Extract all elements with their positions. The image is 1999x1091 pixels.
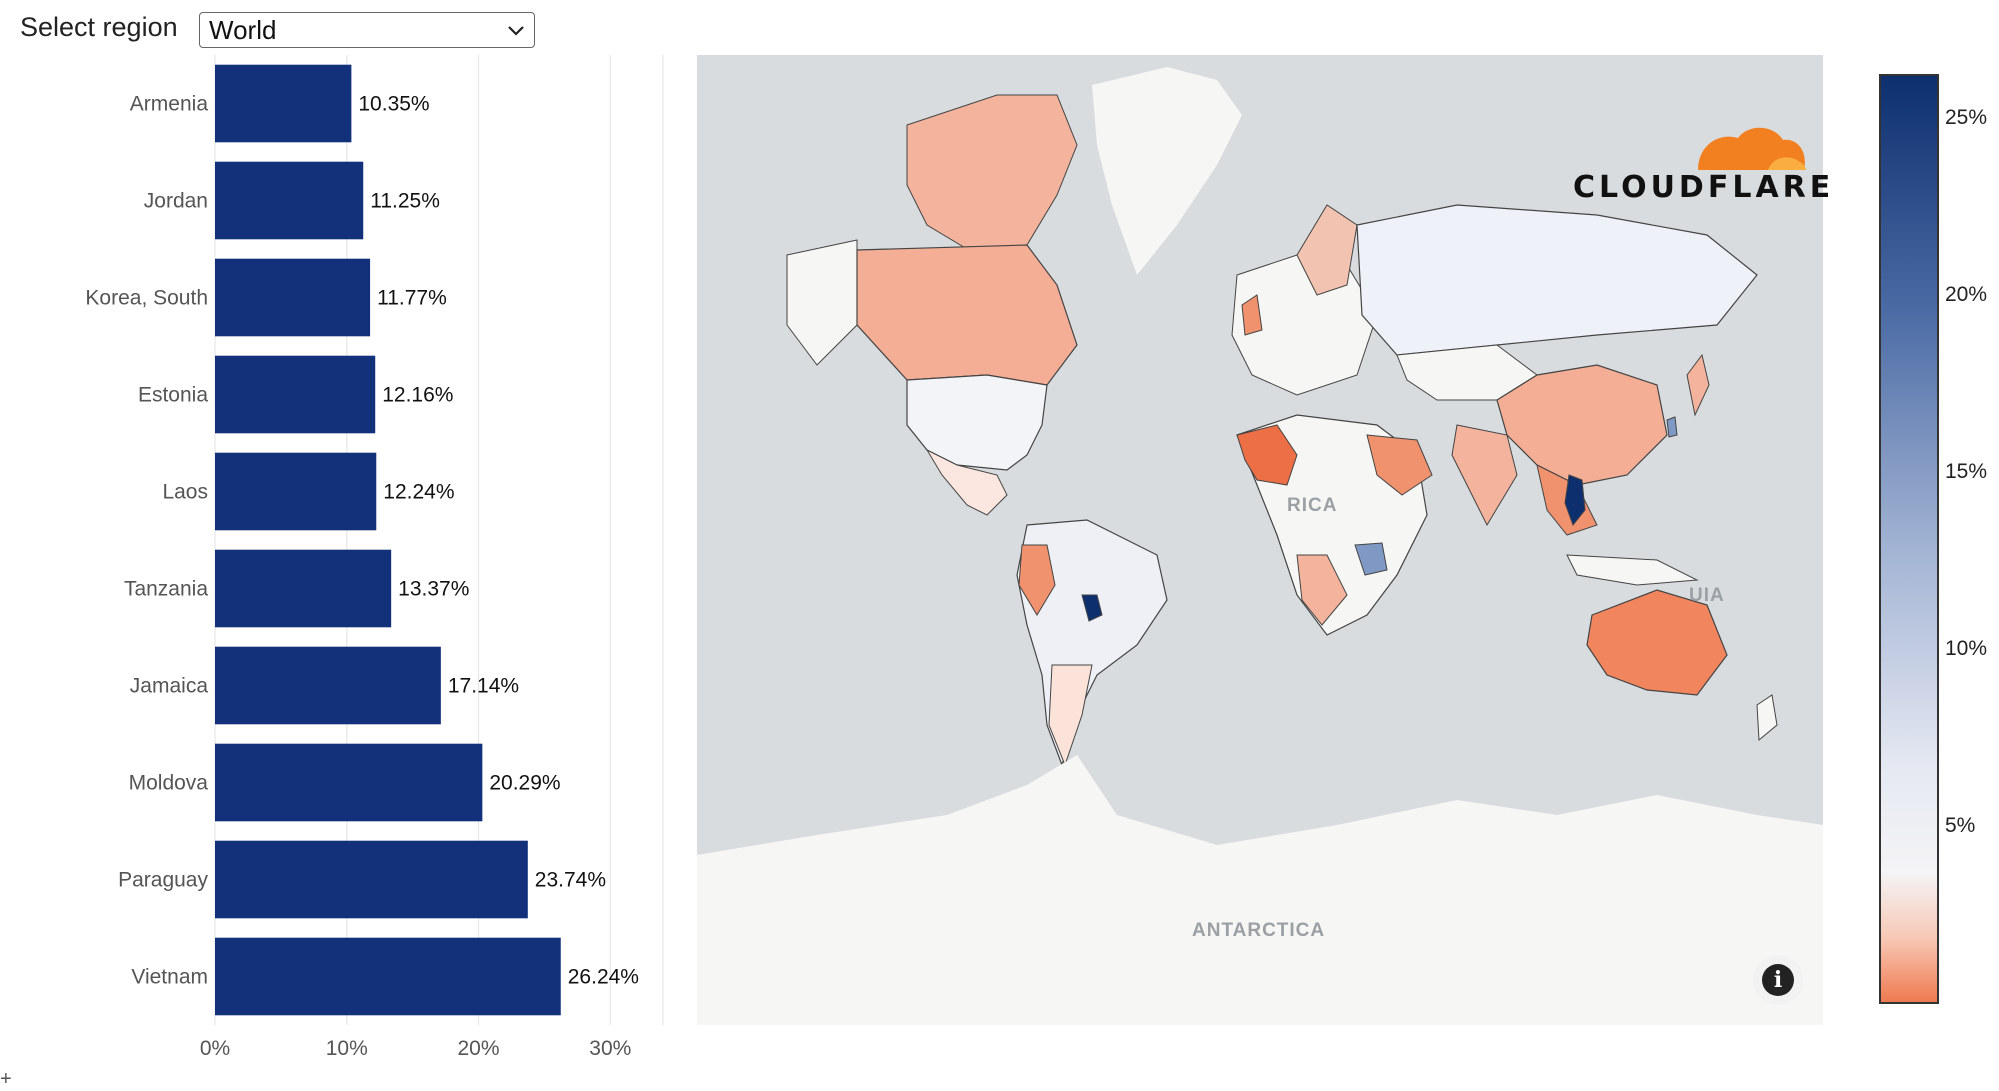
colorbar-tick-20: 20% xyxy=(1945,283,1988,306)
value-label: 10.35% xyxy=(358,93,429,116)
bar xyxy=(215,743,483,822)
value-label: 26.24% xyxy=(568,966,639,989)
colorbar-tick-10: 10% xyxy=(1945,637,1988,660)
colorbar-tick-25: 25% xyxy=(1945,106,1988,129)
category-label: Paraguay xyxy=(118,869,208,892)
new-zealand-shape xyxy=(1756,694,1778,742)
colorbar xyxy=(1879,74,1939,1004)
canada-shape xyxy=(856,244,1078,386)
bar xyxy=(215,161,364,240)
value-label: 23.74% xyxy=(535,869,606,892)
value-label: 11.77% xyxy=(377,287,447,310)
greenland-shape xyxy=(1092,67,1242,275)
region-select[interactable]: World xyxy=(199,12,535,48)
category-label: Jordan xyxy=(144,190,208,213)
category-label: Vietnam xyxy=(131,966,208,989)
canada-arctic-shape xyxy=(906,94,1078,256)
usa-shape xyxy=(906,374,1048,471)
japan-shape xyxy=(1686,353,1710,417)
bar xyxy=(215,937,561,1016)
map-label-antarctica: ANTARCTICA xyxy=(1192,920,1326,941)
bar xyxy=(215,549,392,628)
value-label: 12.24% xyxy=(383,481,454,504)
vietnam-shape xyxy=(1564,474,1586,527)
x-tick-label: 10% xyxy=(326,1037,368,1060)
info-icon: i xyxy=(1762,964,1794,996)
value-label: 12.16% xyxy=(382,384,453,407)
russia-shape xyxy=(1356,204,1758,356)
alaska-shape xyxy=(786,239,858,366)
value-label: 20.29% xyxy=(489,772,560,795)
india-shape xyxy=(1451,424,1518,527)
category-label: Tanzania xyxy=(124,578,208,601)
map-canvas xyxy=(697,67,1823,1025)
indonesia-shape xyxy=(1566,554,1699,586)
value-label: 11.25% xyxy=(370,190,440,213)
korea-shape xyxy=(1666,416,1678,438)
paraguay-shape xyxy=(1081,594,1103,622)
cursor-crosshair: + xyxy=(0,1068,12,1090)
region-label: Select region xyxy=(20,12,178,42)
info-button[interactable]: i xyxy=(1753,955,1803,1005)
bar xyxy=(215,64,352,143)
bar-chart: 0% 10% 20% 30% Armenia 10.35% Jordan 11.25% Kore… xyxy=(85,55,664,1060)
category-label: Estonia xyxy=(138,384,208,407)
value-label: 13.37% xyxy=(398,578,469,601)
scandinavia-shape xyxy=(1296,204,1358,296)
category-label: Jamaica xyxy=(130,675,209,698)
category-label: Korea, South xyxy=(85,287,208,310)
cloudflare-logo xyxy=(1698,127,1806,170)
world-map[interactable]: RICA ANTARCTICA UIA xyxy=(697,55,1823,1025)
bar xyxy=(215,452,377,531)
australia-shape xyxy=(1586,589,1728,696)
bar xyxy=(215,355,376,434)
bar xyxy=(215,258,371,337)
uk-shape xyxy=(1241,294,1263,336)
bar xyxy=(215,840,528,919)
category-label: Moldova xyxy=(129,772,209,795)
colorbar-tick-15: 15% xyxy=(1945,460,1988,483)
category-label: Laos xyxy=(162,481,208,504)
mexico-shape xyxy=(925,448,1008,516)
x-tick-label: 30% xyxy=(589,1037,631,1060)
x-tick-label: 0% xyxy=(200,1037,230,1060)
cloudflare-logo-text: CLOUDFLARE xyxy=(1573,170,1835,205)
antarctica-shape xyxy=(697,755,1823,1025)
map-label-africa: RICA xyxy=(1287,495,1338,516)
chevron-down-icon xyxy=(508,26,524,36)
arabia-shape xyxy=(1366,434,1433,496)
china-shape xyxy=(1496,364,1668,486)
algeria-shape xyxy=(1236,424,1298,486)
argentina-shape xyxy=(1048,664,1093,767)
southern-africa-shape xyxy=(1296,554,1348,626)
category-label: Armenia xyxy=(130,93,209,116)
peru-shape xyxy=(1018,544,1056,616)
map-label-australia: UIA xyxy=(1689,585,1725,606)
bar xyxy=(215,646,441,725)
value-label: 17.14% xyxy=(448,675,519,698)
colorbar-tick-5: 5% xyxy=(1945,814,1976,837)
tanzania-shape xyxy=(1354,542,1388,576)
x-tick-label: 20% xyxy=(458,1037,500,1060)
region-select-value: World xyxy=(209,14,277,45)
